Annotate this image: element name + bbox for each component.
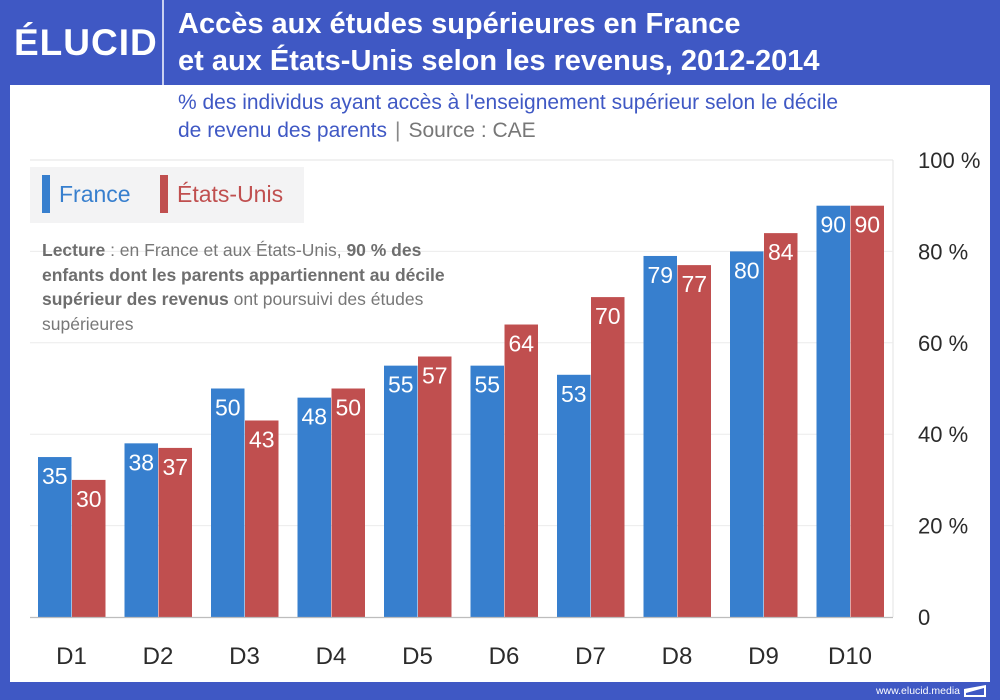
bars: 35 30 38 37 50 43 48 50 55 57 55 64 53 70 79 77 80 84 90 90	[30, 205, 893, 619]
data-label: 70	[595, 303, 621, 329]
elucid-logo: ÉLUCID	[14, 22, 158, 63]
x-axis-ticks: D1 D2 D3 D4 D5 D6 D7 D8 D9 D10	[56, 643, 872, 670]
data-label: 50	[215, 395, 241, 421]
data-label: 64	[508, 331, 534, 357]
legend-swatch-france	[42, 175, 50, 213]
bar-usa-d4	[331, 388, 365, 617]
data-label: 50	[335, 395, 361, 421]
title-line-1: Accès aux études supérieures en France	[178, 8, 741, 40]
data-label: 38	[128, 449, 154, 475]
y-axis-ticks: 0 20 % 40 % 60 % 80 % 100 %	[918, 148, 980, 630]
bar-france-d5	[384, 365, 418, 617]
data-label: 77	[681, 271, 707, 297]
x-tick-label: D9	[748, 643, 779, 670]
legend: France États-Unis	[30, 167, 304, 223]
data-label: 35	[42, 463, 68, 489]
x-tick-label: D7	[575, 643, 606, 670]
note-bold: 90 % des enfants dont les parents appart…	[42, 240, 445, 309]
data-label: 53	[561, 381, 587, 407]
note-text-1: : en France et aux États-Unis,	[105, 240, 347, 260]
bar-france-d4	[297, 397, 331, 617]
bar-france-d2	[124, 443, 158, 617]
bar-usa-d1	[72, 479, 106, 617]
subtitle-separator: |	[394, 119, 401, 142]
x-tick-label: D2	[143, 643, 174, 670]
bar-france-d9	[730, 251, 764, 617]
bar-usa-d6	[504, 324, 538, 617]
data-label: 30	[76, 486, 102, 512]
bar-usa-d8	[677, 265, 711, 617]
x-tick-label: D5	[402, 643, 433, 670]
header-bar: ÉLUCID Accès aux études supérieures en F…	[0, 0, 1000, 85]
data-label: 37	[162, 454, 188, 480]
x-tick-label: D4	[316, 643, 347, 670]
note-text-2: ont poursuivi des études supérieures	[42, 289, 424, 334]
bar-france-d7	[557, 374, 591, 617]
data-label: 79	[647, 262, 673, 288]
x-tick-label: D3	[229, 643, 260, 670]
data-label: 84	[768, 239, 794, 265]
chart-title: Accès aux études supérieures en France e…	[178, 6, 820, 80]
footer-url[interactable]: www.elucid.media	[875, 685, 960, 697]
x-tick-label: D1	[56, 643, 87, 670]
y-tick-label: 100 %	[918, 148, 980, 173]
legend-swatch-usa	[160, 175, 168, 213]
bar-usa-d9	[764, 233, 798, 617]
x-tick-label: D8	[662, 643, 693, 670]
bar-france-d3	[211, 388, 245, 617]
data-label: 43	[249, 426, 275, 452]
y-tick-label: 40 %	[918, 422, 968, 447]
header-divider	[162, 0, 164, 85]
y-tick-label: 80 %	[918, 239, 968, 264]
data-label: 90	[820, 212, 846, 238]
legend-label-france: France	[59, 181, 131, 207]
data-label: 55	[388, 372, 414, 398]
legend-label-usa: États-Unis	[177, 181, 284, 207]
subtitle-line-2: de revenu des parents	[178, 119, 387, 142]
bar-usa-d10	[850, 205, 884, 617]
data-label: 55	[474, 372, 500, 398]
bar-france-d6	[470, 365, 504, 617]
bar-usa-d7	[591, 297, 625, 617]
x-tick-label: D10	[828, 643, 872, 670]
y-tick-label: 60 %	[918, 331, 968, 356]
data-label: 80	[734, 257, 760, 283]
bar-france-d1	[38, 457, 72, 617]
x-tick-label: D6	[489, 643, 520, 670]
y-tick-label: 20 %	[918, 514, 968, 539]
note-lead: Lecture	[42, 240, 106, 260]
data-label: 90	[854, 212, 880, 238]
bar-usa-d2	[158, 447, 192, 617]
reading-note: Lecture : en France et aux États-Unis, 9…	[42, 238, 482, 336]
bar-usa-d3	[245, 420, 279, 617]
data-label: 48	[301, 404, 327, 430]
y-tick-label: 0	[918, 605, 930, 630]
bar-usa-d5	[418, 356, 452, 617]
bar-france-d10	[816, 205, 850, 617]
title-line-2: et aux États-Unis selon les revenus, 201…	[178, 45, 820, 77]
bar-france-d8	[643, 255, 677, 617]
data-label: 57	[422, 363, 448, 389]
elucid-flag-icon	[964, 685, 986, 697]
subtitle-line-1: % des individus ayant accès à l'enseigne…	[178, 91, 839, 114]
chart-subtitle: % des individus ayant accès à l'enseigne…	[178, 89, 838, 145]
source-label: Source : CAE	[408, 119, 536, 142]
